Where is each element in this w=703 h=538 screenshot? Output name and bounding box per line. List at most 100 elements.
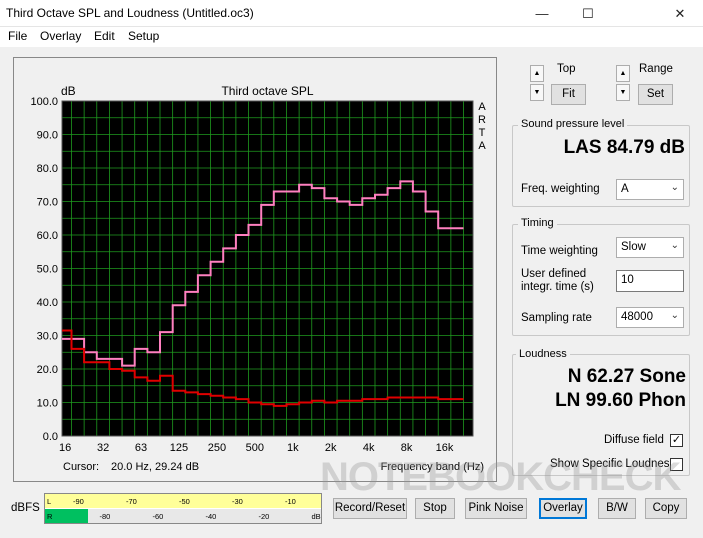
close-button[interactable]: ✕ [674,6,686,21]
brand-letter: A [478,140,486,152]
y-axis-unit: dB [61,84,76,98]
range-down-spin[interactable]: ▼ [616,84,630,101]
diffuse-field-label: Diffuse field [604,434,664,446]
menu-setup[interactable]: Setup [128,29,160,43]
y-tick-label: 0.0 [43,431,58,443]
x-tick-label: 63 [135,442,147,454]
show-specific-checkbox[interactable] [670,458,683,471]
set-button[interactable]: Set [638,84,673,105]
meter-label: dBFS [11,502,40,514]
y-tick-label: 80.0 [37,163,58,175]
range-label: Range [639,63,673,75]
meter-tick-label: -30 [232,497,243,506]
meter-left-channel: L [47,497,52,506]
y-tick-label: 90.0 [37,130,58,142]
x-tick-label: 1k [287,442,299,454]
x-tick-label: 500 [246,442,264,454]
window-title: Third Octave SPL and Loudness (Untitled.… [6,6,254,20]
stop-button[interactable]: Stop [415,498,455,519]
spl-value: LAS 84.79 dB [563,137,685,158]
meter-right-channel: R [47,512,53,521]
range-up-spin[interactable]: ▲ [616,65,630,82]
time-weighting-label: Time weighting [521,245,598,257]
y-tick-label: 60.0 [37,230,58,242]
x-tick-label: 125 [170,442,188,454]
meter-tick-label: -20 [258,512,270,521]
x-tick-label: 2k [325,442,337,454]
series-line-1 [62,329,464,407]
maximize-button[interactable]: ☐ [582,6,594,21]
sampling-rate-value: 48000 [621,311,653,323]
meter-right-fill [45,509,88,523]
menu-overlay[interactable]: Overlay [40,29,82,43]
meter-left-row: L [45,494,321,508]
watermark-logo: NOTEBOOKCHECK [320,455,681,500]
freq-weighting-select[interactable]: A ⌄ [616,179,684,200]
title-bar: Third Octave SPL and Loudness (Untitled.… [0,0,703,27]
time-weighting-value: Slow [621,241,646,253]
spl-chart[interactable]: 0.0 10.0 20.0 30.0 40.0 50.0 60.0 70.0 80.0 90.0 1… [13,57,503,487]
meter-tick-label: -80 [99,512,111,521]
y-tick-label: 100.0 [30,96,58,108]
top-up-spin[interactable]: ▲ [530,65,544,82]
menu-bar: File Overlay Edit Setup [0,27,703,47]
x-tick-label: 8k [401,442,413,454]
meter-tick-label: -50 [179,497,190,506]
pink-noise-button[interactable]: Pink Noise [465,498,527,519]
meter-tick-label: -40 [205,512,217,521]
brand-letter: R [478,114,486,126]
x-tick-label: 32 [97,442,109,454]
menu-edit[interactable]: Edit [94,29,115,43]
freq-weighting-value: A [621,183,629,195]
record-reset-button[interactable]: Record/Reset [333,498,407,519]
brand-letter: A [478,101,486,113]
show-specific-label: Show Specific Loudness [550,458,676,470]
freq-weighting-label: Freq. weighting [521,183,600,195]
sampling-rate-label: Sampling rate [521,312,592,324]
x-tick-label: 250 [208,442,226,454]
meter-tick-label: dB [311,512,321,521]
x-tick-label: 16k [436,442,454,454]
sone-value: N 62.27 Sone [567,366,686,387]
minimize-button[interactable]: — [535,6,549,21]
sampling-rate-select[interactable]: 48000 ⌄ [616,307,684,328]
user-time-label-2: integr. time (s) [521,281,594,293]
diffuse-field-checkbox[interactable]: ✓ [670,434,683,447]
loudness-group [512,354,690,476]
meter-tick-label: -70 [126,497,137,506]
y-tick-label: 70.0 [37,197,58,209]
time-weighting-select[interactable]: Slow ⌄ [616,237,684,258]
loudness-group-title: Loudness [516,348,570,360]
top-label: Top [557,63,576,75]
y-tick-label: 50.0 [37,264,58,276]
copy-button[interactable]: Copy [645,498,687,519]
chevron-down-icon: ⌄ [670,240,679,251]
meter-right-row: R [45,509,321,523]
x-tick-label: 4k [363,442,375,454]
spl-group-title: Sound pressure level [518,118,628,130]
user-time-label-1: User defined [521,268,587,280]
timing-group-title: Timing [518,217,557,229]
menu-file[interactable]: File [8,29,28,43]
cursor-label: Cursor: [63,461,99,473]
x-tick-label: 16 [59,442,71,454]
y-tick-label: 30.0 [37,331,58,343]
level-meter: L R -90 -80 -70 -60 -50 -40 -30 -20 -10 dB [44,493,322,524]
top-down-spin[interactable]: ▼ [530,84,544,101]
meter-tick-label: -90 [73,497,84,506]
chart-title: Third octave SPL [221,84,313,98]
watermark-text: NOTEBOOKCHECK [320,455,681,499]
phon-value: LN 99.60 Phon [555,390,686,411]
chevron-down-icon: ⌄ [670,182,679,193]
user-time-input[interactable]: 10 [616,270,684,292]
chevron-down-icon: ⌄ [670,310,679,321]
y-tick-label: 20.0 [37,364,58,376]
bw-button[interactable]: B/W [598,498,636,519]
timing-group [512,224,690,336]
meter-tick-label: -10 [285,497,296,506]
meter-tick-label: -60 [152,512,164,521]
overlay-button[interactable]: Overlay [539,498,587,519]
brand-letter: T [479,127,486,139]
fit-button[interactable]: Fit [551,84,586,105]
y-tick-label: 10.0 [37,398,58,410]
